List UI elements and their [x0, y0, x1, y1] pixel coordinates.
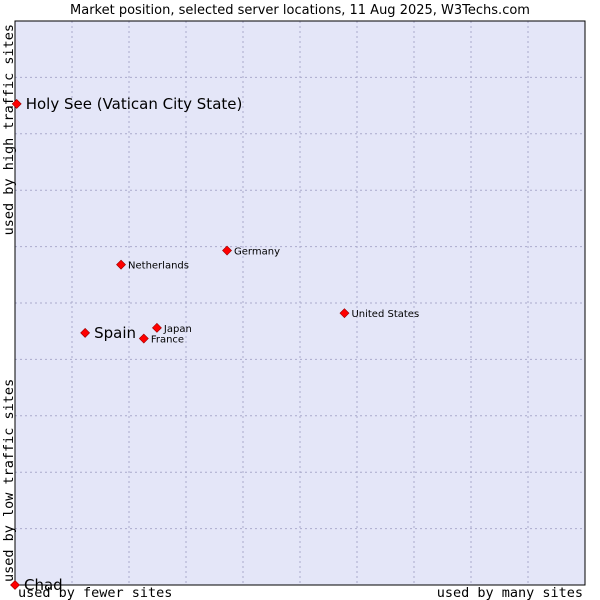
gridlines	[15, 21, 585, 585]
point-label-spain: Spain	[94, 324, 136, 342]
point-marker-germany	[222, 245, 232, 256]
data-points: Holy See (Vatican City State) Germany Neth…	[10, 95, 419, 594]
point-marker-japan	[152, 322, 162, 333]
point-marker-holy-see-vatican-city-state	[11, 98, 22, 109]
point-label-germany: Germany	[234, 247, 280, 258]
x-axis-label-left: used by fewer sites	[18, 585, 172, 600]
point-marker-united-states	[339, 308, 350, 319]
chart-title: Market position, selected server locatio…	[70, 3, 530, 18]
plot-border	[14, 20, 586, 586]
point-label-holy-see-vatican-city-state: Holy See (Vatican City State)	[26, 95, 243, 113]
point-label-france: France	[151, 335, 184, 346]
y-axis-label-top: used by high traffic sites	[1, 24, 17, 235]
point-marker-spain	[80, 327, 91, 338]
y-axis-label-bottom: used by low traffic sites	[1, 379, 17, 582]
point-label-japan: Japan	[163, 324, 192, 335]
x-axis-label-right: used by many sites	[437, 585, 583, 600]
point-label-netherlands: Netherlands	[128, 261, 189, 272]
point-marker-france	[138, 333, 149, 344]
point-label-chad: Chad	[24, 576, 63, 594]
point-marker-chad	[10, 580, 20, 590]
point-label-united-states: United States	[351, 309, 419, 320]
point-marker-netherlands	[116, 259, 126, 270]
